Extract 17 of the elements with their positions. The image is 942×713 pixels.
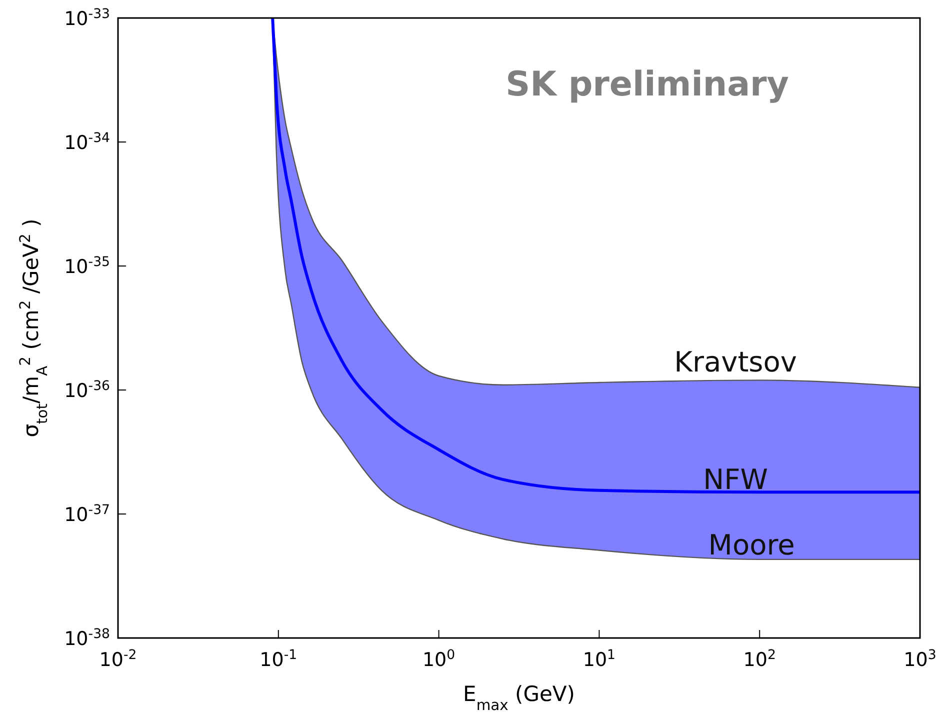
x-tick-label: 10$^{1}$ (582, 648, 616, 671)
x-tick-label: 10$^{3}$ (904, 648, 936, 671)
x-tick-label: 10$^{-1}$ (260, 648, 298, 671)
x-tick-label: 10$^{0}$ (422, 648, 456, 671)
y-tick-label: 10$^{-37}$ (64, 502, 110, 526)
y-tick-label: 10$^{-36}$ (64, 378, 110, 402)
y-tick-label: 10$^{-38}$ (64, 626, 110, 650)
x-tick-label: 10$^{-2}$ (99, 648, 137, 671)
y-tick-label: 10$^{-34}$ (64, 130, 110, 154)
annotation: Moore (708, 528, 795, 562)
y-tick-label: 10$^{-33}$ (64, 6, 110, 30)
x-tick-label: 10$^{2}$ (743, 648, 776, 671)
x-axis-title: E$_{max}$ (GeV) (463, 682, 575, 713)
y-tick-label: 10$^{-35}$ (64, 254, 110, 278)
annotation: Kravtsov (674, 345, 797, 378)
annotation: NFW (703, 463, 768, 496)
annotation: SK preliminary (506, 64, 789, 104)
